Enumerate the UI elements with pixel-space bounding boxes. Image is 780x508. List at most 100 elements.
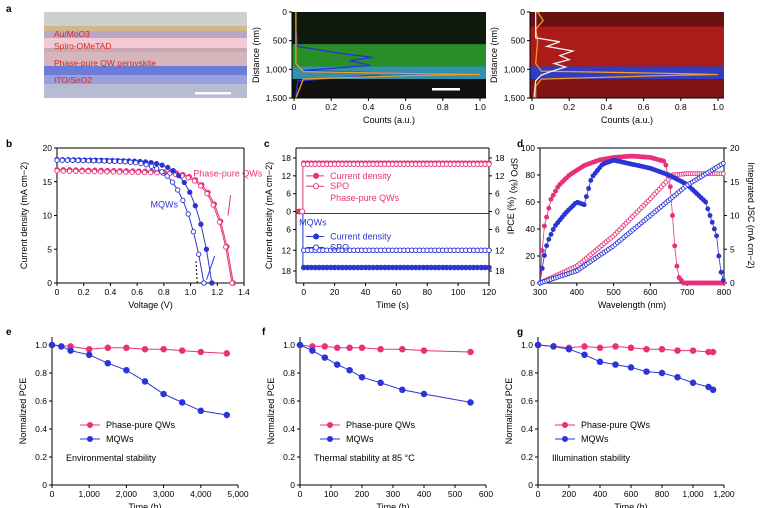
panel-c-legend-label: Current density xyxy=(330,232,392,242)
panel-b-point xyxy=(198,221,204,227)
panel-c-x-tick-label: 120 xyxy=(482,287,496,297)
micrograph-band xyxy=(44,75,247,84)
panel-b-point xyxy=(73,168,79,174)
panel-d-point xyxy=(548,196,554,202)
panel-b-point xyxy=(59,157,65,163)
panel-a2-bottom-band xyxy=(292,79,486,98)
panel-b-point xyxy=(185,211,191,217)
panel-b-x-tick-label: 0.8 xyxy=(158,287,170,297)
panel-g-x-label: Time (h) xyxy=(614,502,647,508)
panel-d-point xyxy=(672,243,678,249)
panel-e-y-tick-label: 0.2 xyxy=(35,452,47,462)
panel-f-y-tick-label: 1.0 xyxy=(283,340,295,350)
panel-b-x-tick-label: 0 xyxy=(55,287,60,297)
panel-a2-y-label: Distance (nm) xyxy=(251,27,261,83)
panel-c-x-tick-label: 100 xyxy=(451,287,465,297)
panel-b-x-tick-label: 0.6 xyxy=(131,287,143,297)
panel-c-point xyxy=(486,161,492,167)
panel-a2-x-tick-label: 0.6 xyxy=(400,102,412,112)
panel-a3-x-tick-label: 0.8 xyxy=(675,102,687,112)
panel-f-point xyxy=(333,344,341,352)
panel-e-point xyxy=(104,359,112,367)
panel-c-y-tick-label: 6 xyxy=(286,225,291,235)
panel-f-point xyxy=(333,361,341,368)
panel-f-legend-marker xyxy=(326,421,334,429)
panel-letter-b: b xyxy=(6,139,12,150)
panel-b-point xyxy=(104,169,110,175)
panel-b-point xyxy=(80,157,86,164)
panel-c-step xyxy=(300,163,304,212)
panel-a3-x-tick-label: 0.4 xyxy=(600,102,612,112)
panel-g-y-tick-label: 0 xyxy=(528,480,533,490)
panel-e-point xyxy=(160,345,167,353)
panel-c-legend-label: Current density xyxy=(330,171,392,181)
panel-g-point xyxy=(627,344,635,352)
panel-d-point xyxy=(550,227,556,232)
panel-f-y-tick-label: 0.8 xyxy=(283,368,295,378)
panel-f-y-tick-label: 0.6 xyxy=(283,396,295,406)
panel-d-y2-tick-label: 5 xyxy=(730,244,735,254)
panel-c-y2-tick-label: 12 xyxy=(495,171,505,181)
panel-b-point xyxy=(153,160,160,167)
panel-d-point xyxy=(553,188,558,194)
panel-b-arrow-mqw xyxy=(206,255,216,280)
panel-b-point xyxy=(187,189,193,195)
panel-f-x-tick-label: 100 xyxy=(324,489,338,499)
panel-d-y-tick-label: 100 xyxy=(521,143,535,153)
panel-b-point xyxy=(85,168,91,175)
panel-b-point xyxy=(159,162,165,168)
panel-b-point xyxy=(210,202,216,208)
panel-a-micrograph: Au/MoO3 Spiro-OMeTAD Phase-pure QW perovsk… xyxy=(44,12,247,98)
panel-b-point xyxy=(216,219,223,225)
panel-b-point xyxy=(60,168,66,174)
panel-g-annotation: Illumination stability xyxy=(552,453,631,463)
panel-b-y-label: Current density (mA cm−2) xyxy=(19,162,29,269)
panel-d-y2-tick-label: 10 xyxy=(730,211,740,221)
panel-d-point xyxy=(588,177,594,183)
panel-c-legend-label: SPO xyxy=(330,181,349,191)
panel-c-y2-tick-label: 6 xyxy=(495,189,500,199)
panel-f-legend-marker xyxy=(326,435,334,443)
panel-d-y-tick-label: 60 xyxy=(526,197,536,207)
panel-f-y-tick-label: 0.4 xyxy=(283,424,295,434)
panel-b-point xyxy=(101,158,107,164)
panel-g-y-label: Normalized PCE xyxy=(504,378,514,445)
panel-e-point xyxy=(223,411,231,419)
panel-e-point xyxy=(141,345,149,353)
panel-g-point xyxy=(550,343,557,350)
panel-g-point xyxy=(581,351,588,359)
panel-b-dashed-mqw xyxy=(195,259,198,284)
panel-d-point xyxy=(544,214,550,220)
panel-g-y-tick-label: 1.0 xyxy=(521,340,533,350)
panel-d-x-tick-label: 300 xyxy=(533,287,547,297)
panel-b-point xyxy=(122,159,128,165)
panel-b-point xyxy=(203,246,210,252)
panel-d-y2-tick-label: 20 xyxy=(730,143,740,153)
micrograph-band xyxy=(44,31,247,38)
panel-c-group-label: MQWs xyxy=(299,218,327,228)
panel-b-point xyxy=(143,162,149,168)
panel-b-point xyxy=(229,280,235,286)
panel-d-point xyxy=(539,265,545,271)
panel-c-legend-marker xyxy=(313,244,320,251)
panel-a3-y-tick-label: 1,500 xyxy=(504,93,526,103)
panel-e-point xyxy=(178,347,186,354)
panel-g-legend-label: MQWs xyxy=(581,434,609,444)
panel-c-point xyxy=(486,247,492,254)
panel-d-y-tick-label: 80 xyxy=(526,170,536,180)
panel-f-legend-label: Phase-pure QWs xyxy=(346,420,416,430)
panel-e-x-tick-label: 1,000 xyxy=(79,489,101,499)
panel-c-point xyxy=(299,208,306,215)
panel-b-point xyxy=(170,168,176,174)
panel-c-y2-tick-label: 12 xyxy=(495,245,505,255)
panel-g-point xyxy=(709,386,717,394)
panel-d-x-tick-label: 800 xyxy=(717,287,731,297)
panel-f-point xyxy=(399,345,406,353)
micrograph-band xyxy=(44,52,247,66)
panel-b-x-label: Voltage (V) xyxy=(128,300,173,310)
scale-bar xyxy=(195,92,231,95)
panel-f-x-tick-label: 300 xyxy=(386,489,400,499)
panel-b-x-tick-label: 0.4 xyxy=(105,287,117,297)
panel-b-point xyxy=(204,190,210,197)
panel-a2-x-tick-label: 0 xyxy=(292,102,297,112)
